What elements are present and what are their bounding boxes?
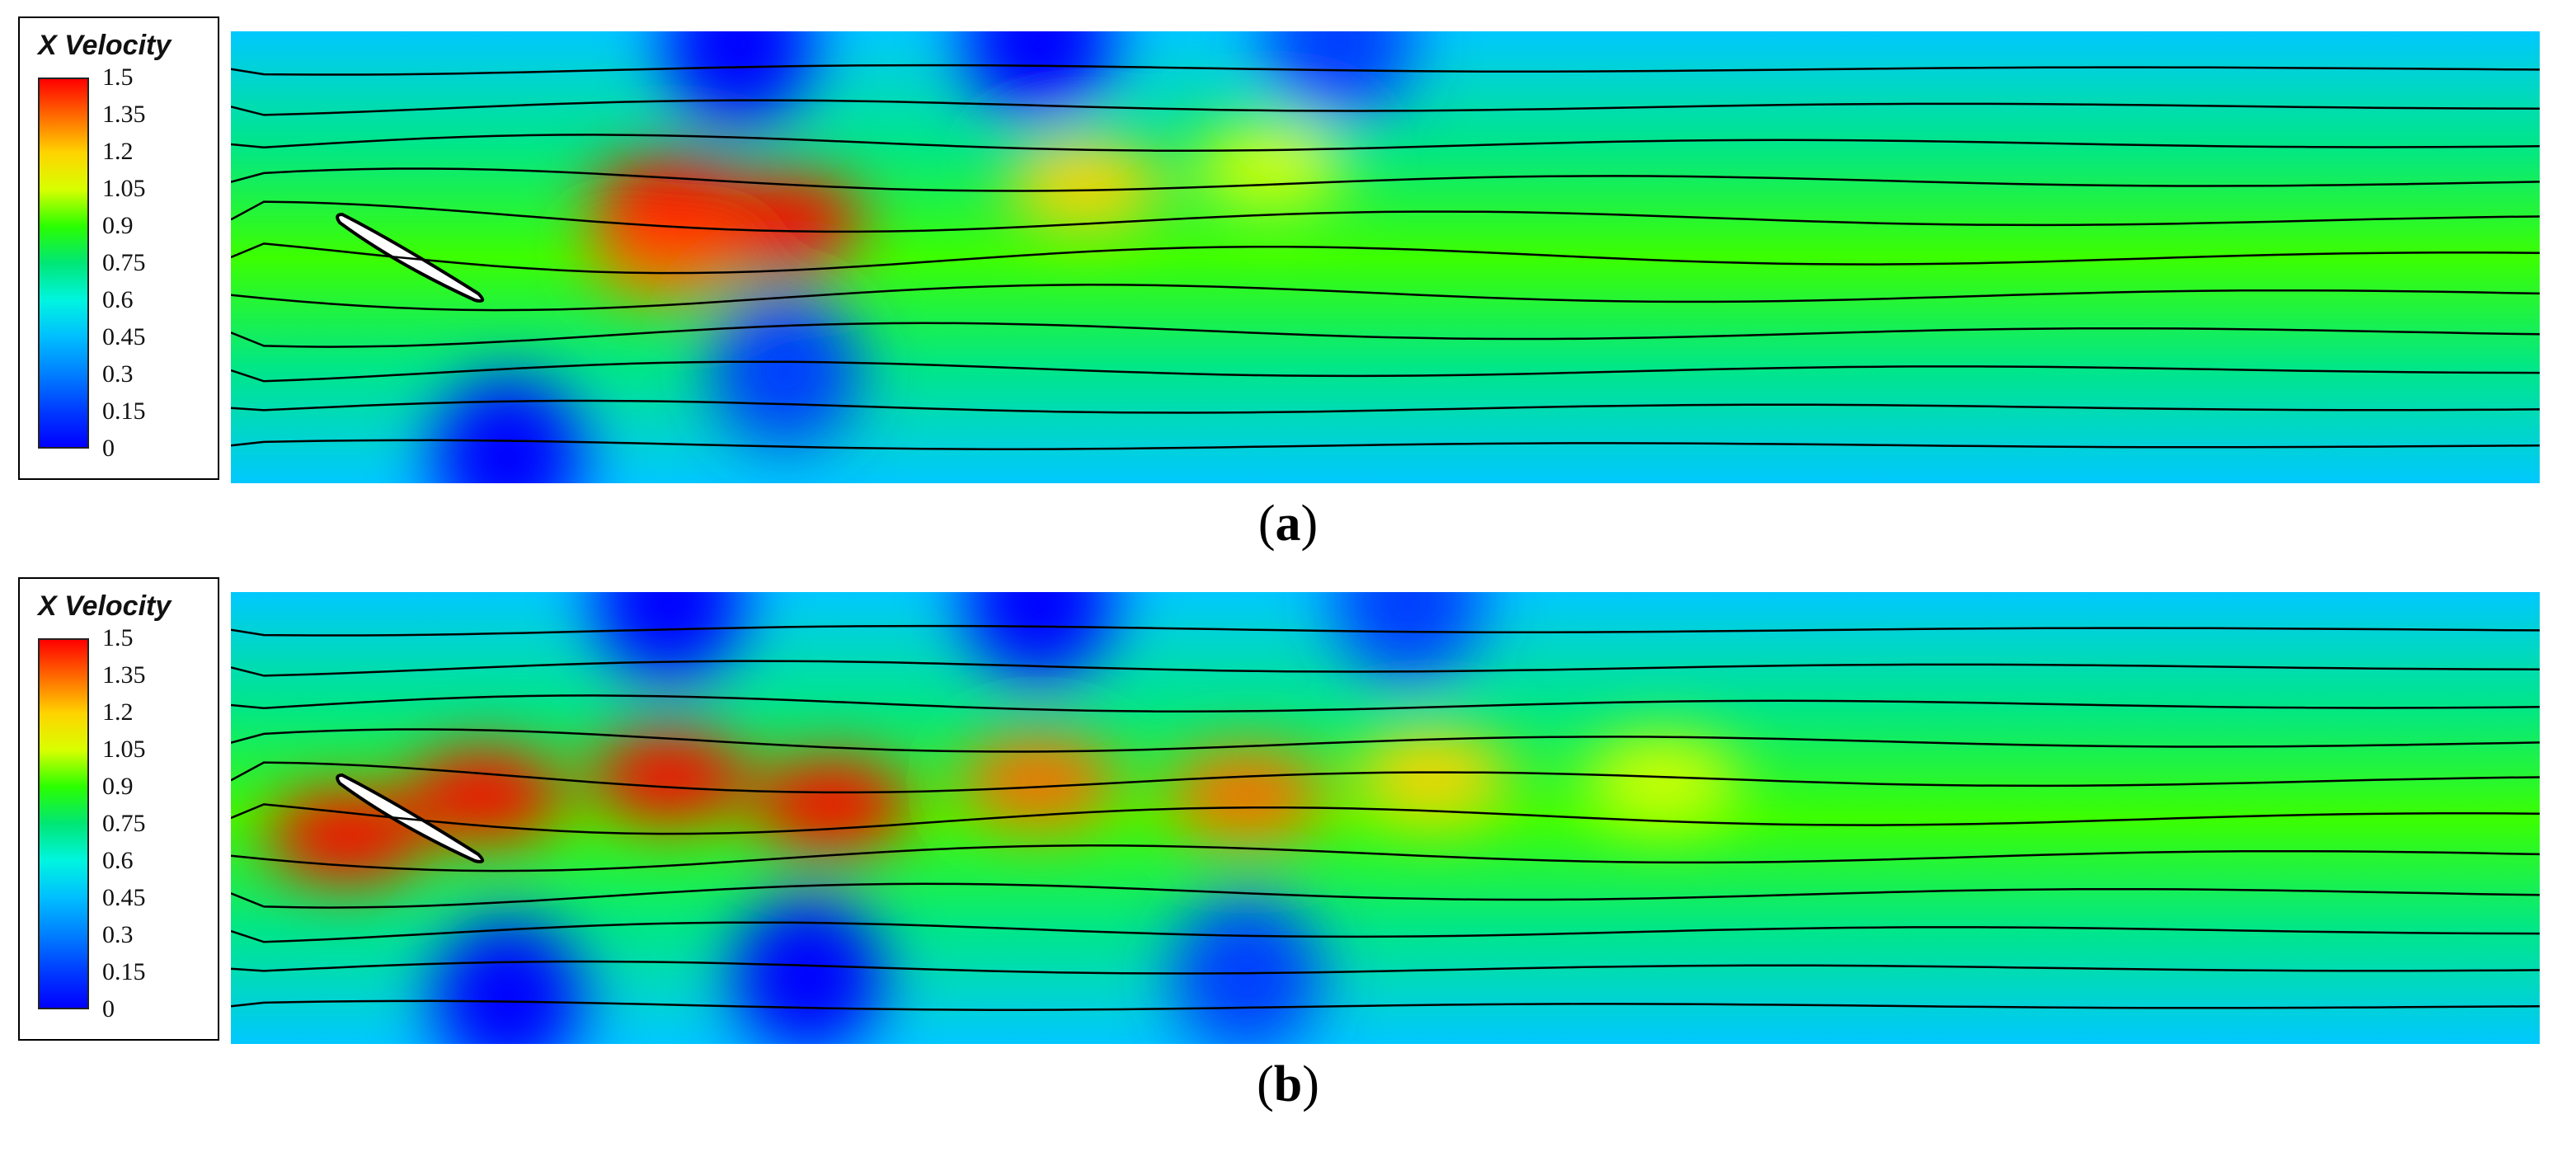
contour-line <box>231 63 2540 76</box>
colorbar-tick-label: 1.05 <box>102 736 146 763</box>
high-velocity-region <box>707 176 863 267</box>
high-velocity-region <box>591 731 748 823</box>
contour-line <box>231 761 2540 794</box>
high-velocity-region <box>1584 736 1741 828</box>
contour-line <box>231 660 2540 677</box>
colorbar-tick-label: 1.05 <box>102 175 146 202</box>
colorbar-legend: X Velocity 1.5 1.35 1.2 1.05 0.9 0.75 0.6 0.45 0… <box>18 16 219 480</box>
contour-line <box>231 399 2540 414</box>
high-velocity-region <box>1353 731 1510 823</box>
colorbar-tick-label: 0.3 <box>102 921 134 948</box>
caption-letter: b <box>1273 1056 1303 1112</box>
low-velocity-region <box>434 378 582 483</box>
low-velocity-region <box>965 31 1113 119</box>
contour-line <box>231 200 2540 233</box>
low-velocity-region <box>965 592 1113 679</box>
contour-line <box>231 134 2540 153</box>
low-velocity-region <box>1265 31 1413 119</box>
high-velocity-region <box>407 750 563 841</box>
colorbar-tick-label: 1.5 <box>102 624 134 651</box>
velocity-contour-plot <box>231 31 2540 483</box>
colorbar-tick-label: 0.6 <box>102 286 134 313</box>
contour-line <box>231 284 2540 312</box>
colorbar-labels: 1.5 1.35 1.2 1.05 0.9 0.75 0.6 0.45 0.3 0.15 0 <box>102 626 218 1022</box>
colorbar-tick-label: 0.45 <box>102 323 146 350</box>
colorbar-tick-label: 0.75 <box>102 249 146 276</box>
caption-letter: a <box>1275 496 1301 552</box>
contour-line <box>231 99 2540 116</box>
contour-line <box>231 803 2540 835</box>
high-velocity-region <box>1168 750 1325 841</box>
high-velocity-region <box>1192 121 1348 213</box>
high-velocity-region <box>961 736 1117 828</box>
low-velocity-region <box>711 292 859 449</box>
low-velocity-region <box>434 920 582 1044</box>
contour-line <box>231 728 2540 753</box>
colorbar-tick-label: 1.5 <box>102 63 134 91</box>
contour-line <box>231 960 2540 975</box>
low-velocity-region <box>1334 592 1483 679</box>
contour-line <box>231 242 2540 275</box>
contour-line <box>231 921 2540 943</box>
colorbar-labels: 1.5 1.35 1.2 1.05 0.9 0.75 0.6 0.45 0.3 0.15 0 <box>102 65 218 461</box>
colorbar-tick-label: 0.9 <box>102 773 134 800</box>
low-velocity-region <box>595 592 744 679</box>
contour-line <box>231 999 2540 1011</box>
contour-line <box>231 694 2540 713</box>
colorbar <box>38 78 89 449</box>
contour-line <box>231 844 2540 872</box>
colorbar-tick-label: 1.2 <box>102 138 134 165</box>
legend-title: X Velocity <box>38 30 172 61</box>
colorbar-tick-label: 0.15 <box>102 397 146 425</box>
contour-line <box>231 167 2540 192</box>
colorbar-tick-label: 0.9 <box>102 212 134 239</box>
colorbar-legend: X Velocity 1.5 1.35 1.2 1.05 0.9 0.75 0.6 0.45 0… <box>18 577 219 1041</box>
colorbar-tick-label: 1.35 <box>102 101 146 128</box>
colorbar <box>38 638 89 1009</box>
colorbar-tick-label: 0 <box>102 435 115 462</box>
contour-line <box>231 439 2540 450</box>
contour-line <box>231 360 2540 383</box>
contour-line <box>231 322 2540 348</box>
contour-line <box>231 624 2540 637</box>
colorbar-tick-label: 0.15 <box>102 958 146 985</box>
legend-title: X Velocity <box>38 590 172 622</box>
colorbar-tick-label: 1.2 <box>102 698 134 726</box>
colorbar-tick-label: 1.35 <box>102 661 146 689</box>
colorbar-tick-label: 0.45 <box>102 884 146 911</box>
colorbar-tick-label: 0 <box>102 995 115 1023</box>
caption: (a) <box>1257 496 1319 552</box>
panel-b: X Velocity 1.5 1.35 1.2 1.05 0.9 0.75 0.6 0.45 0… <box>0 561 2576 1112</box>
colorbar-tick-label: 0.6 <box>102 847 134 874</box>
high-velocity-region <box>1007 139 1163 231</box>
panel-a: X Velocity 1.5 1.35 1.2 1.05 0.9 0.75 0.6 0.45 0… <box>0 0 2576 552</box>
high-velocity-region <box>753 759 910 850</box>
contour-line <box>231 882 2540 909</box>
caption: (b) <box>1257 1056 1319 1112</box>
colorbar-tick-label: 0.75 <box>102 810 146 837</box>
velocity-contour-plot <box>231 592 2540 1044</box>
colorbar-tick-label: 0.3 <box>102 360 134 388</box>
